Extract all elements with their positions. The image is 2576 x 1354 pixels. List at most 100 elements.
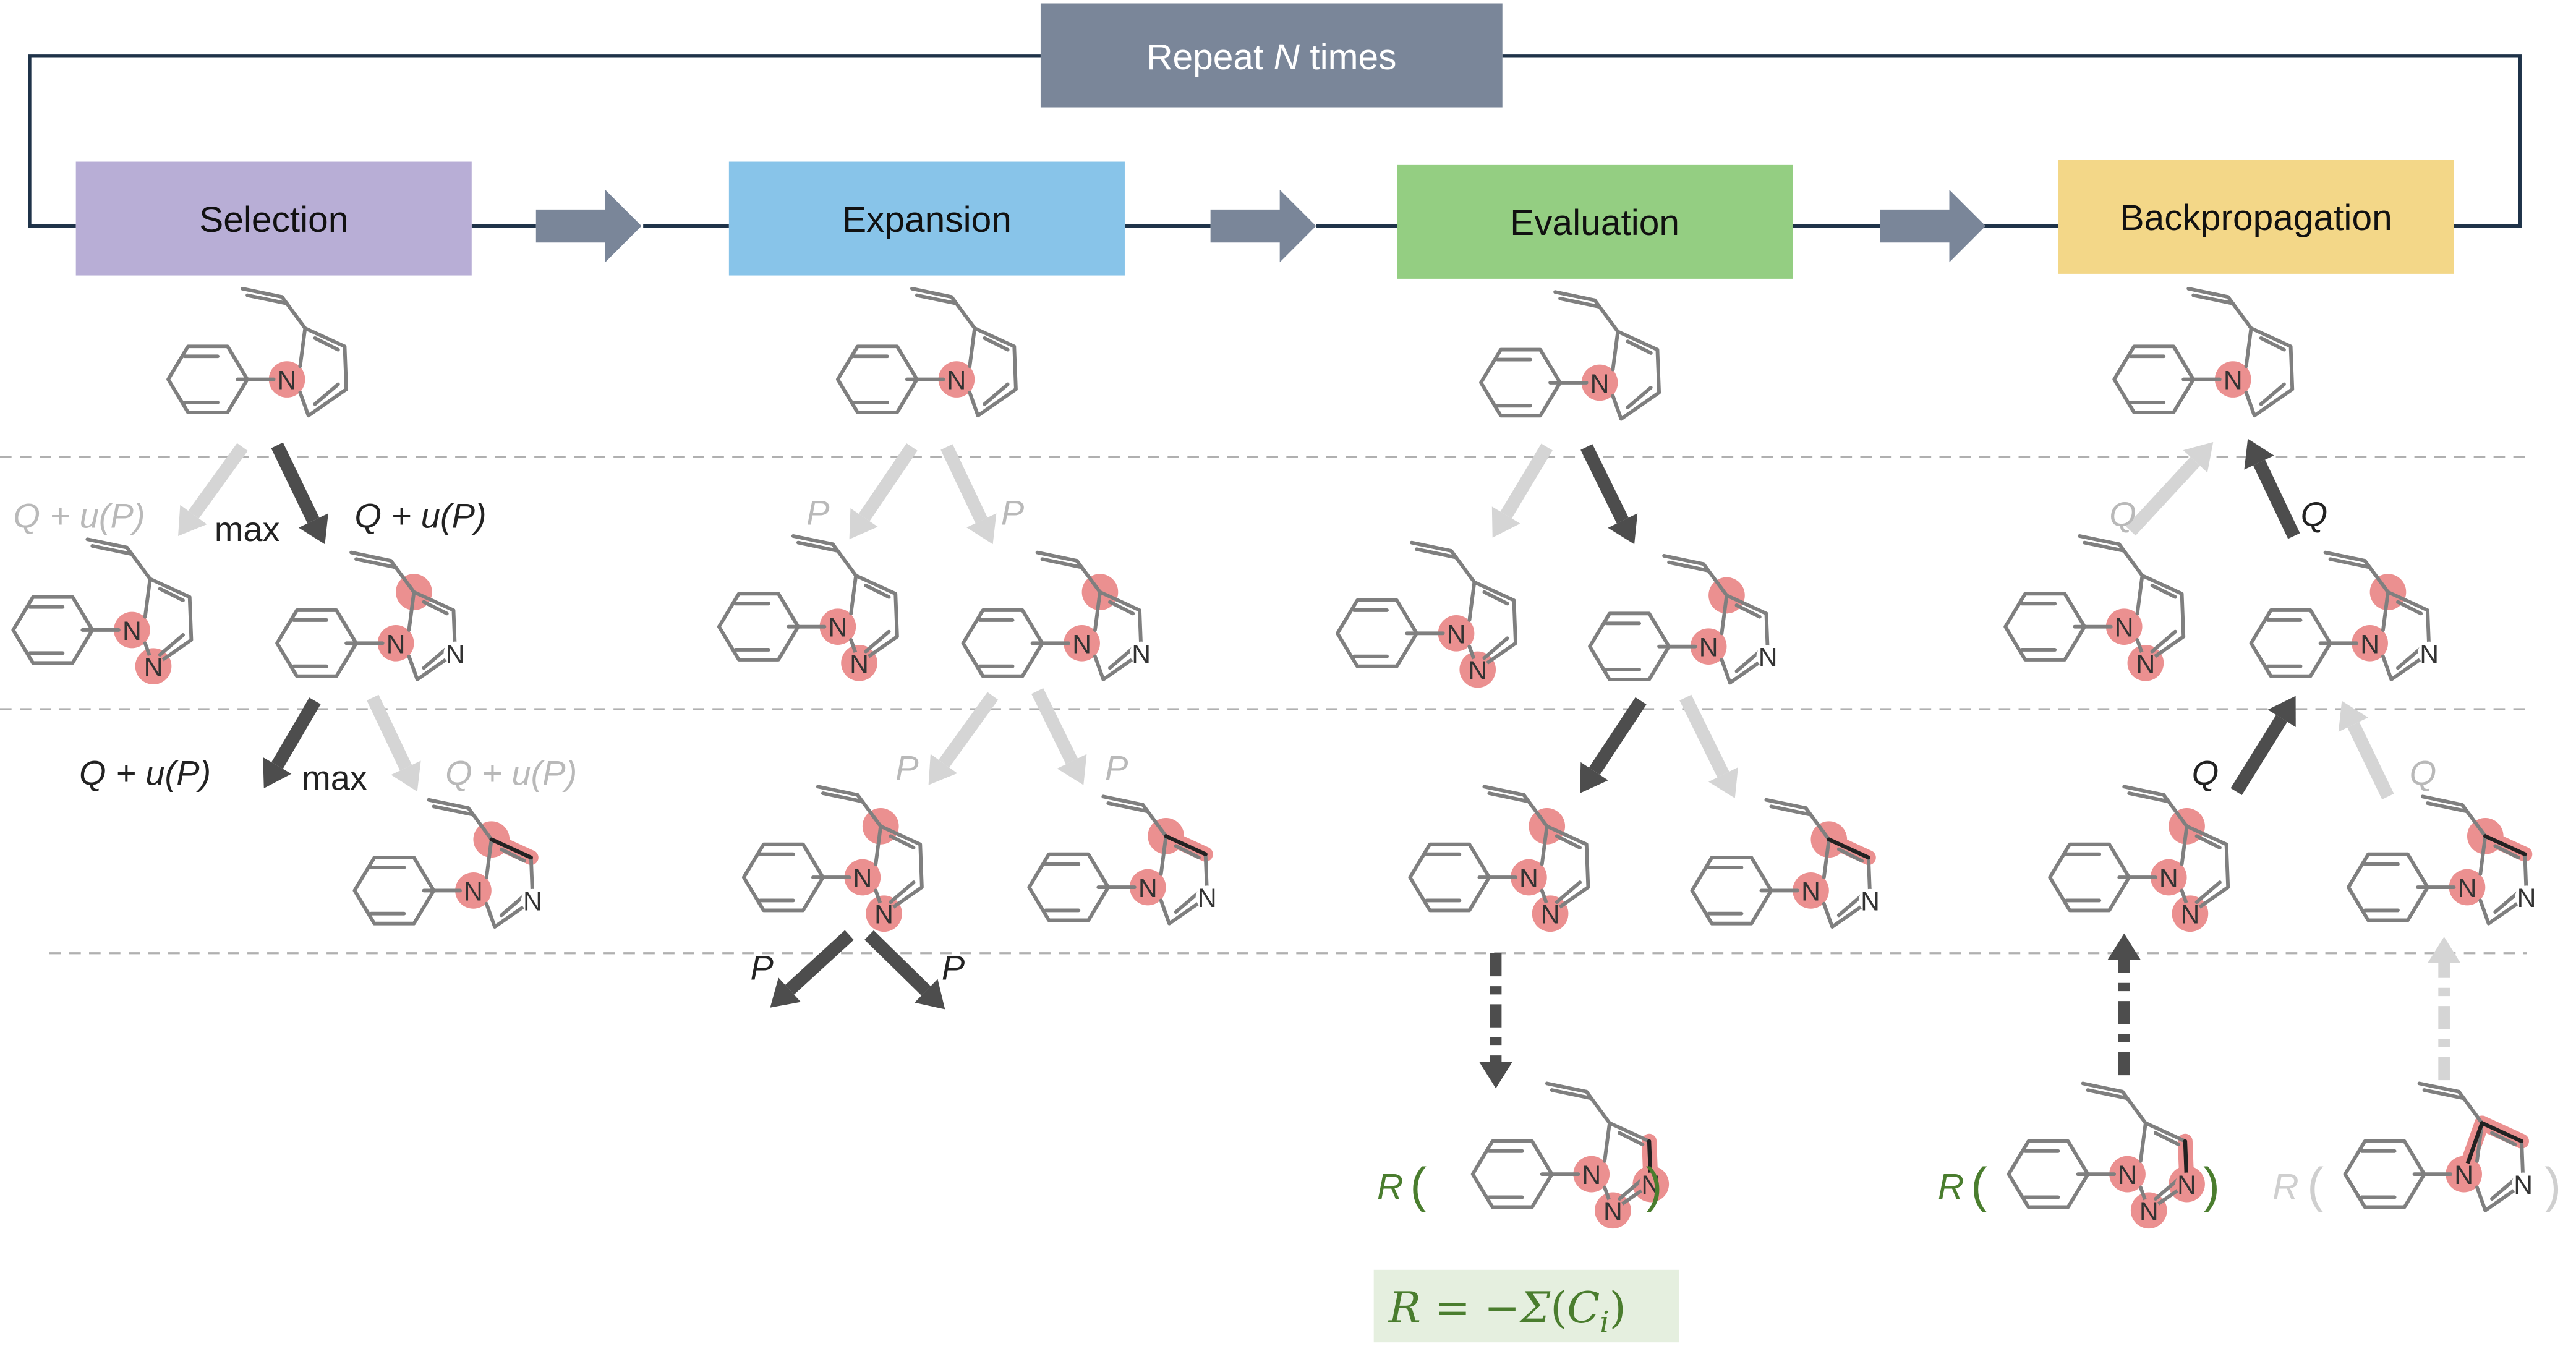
child-molecule-pyrazole: NN	[1337, 543, 1516, 688]
reward-r: R	[1938, 1167, 1964, 1207]
grandchild-molecule-a: NN	[2050, 786, 2228, 932]
stage-expansion: Expansion	[728, 161, 1125, 276]
reward-call-1: R()	[1377, 1157, 1662, 1212]
atom-label: N	[1468, 656, 1487, 686]
child-molecule-pyrazole: NN	[13, 539, 191, 685]
root-molecule: N	[1481, 292, 1659, 419]
atom-label: N	[1861, 887, 1880, 916]
repeat-suffix: times	[1300, 37, 1396, 77]
q-plus-u-label: Q + u(P)	[354, 496, 486, 535]
atom-label: N	[2177, 1170, 2196, 1200]
tree-arrow	[178, 443, 248, 536]
atom-label: N	[1590, 369, 1610, 399]
atom-label: N	[2159, 864, 2178, 893]
atom-label: N	[1132, 639, 1151, 669]
tree-arrow	[1491, 443, 1553, 538]
atom-label: N	[850, 649, 869, 679]
atom-label: N	[464, 877, 483, 906]
prior-label: P	[751, 948, 774, 987]
reward-molecule-1: N NN	[1473, 1083, 1670, 1229]
tree-arrow	[1580, 697, 1647, 794]
tree-arrow	[928, 692, 999, 785]
tree-arrow	[940, 444, 997, 545]
atom-label: N	[1699, 633, 1718, 663]
atom-label: N	[2115, 613, 2134, 643]
atom-label: N	[523, 887, 542, 916]
flow-arrow	[535, 189, 642, 263]
root-molecule: N	[2114, 289, 2292, 415]
reward-close-paren: )	[1646, 1157, 1663, 1212]
tree-arrow	[1580, 444, 1638, 545]
q-label: Q	[2109, 495, 2136, 534]
prior-label: P	[895, 749, 918, 788]
atom-label: N	[1801, 877, 1820, 906]
stage-label: Evaluation	[1510, 203, 1679, 243]
reward-call-2: R()	[1938, 1157, 2220, 1212]
repeat-prefix: Repeat	[1146, 37, 1273, 77]
atom-label: N	[2180, 900, 2199, 930]
stage-label: Expansion	[842, 200, 1012, 240]
reward-r: R	[1377, 1167, 1403, 1207]
rollout-arrow	[2107, 933, 2141, 1076]
q-plus-u-label: Q + u(P)	[445, 754, 577, 793]
stage-backpropagation: Backpropagation	[2058, 160, 2454, 274]
atom-label: N	[1447, 620, 1466, 649]
formula-text: R = −Σ(Ci)	[1388, 1284, 1626, 1340]
atom-label: N	[828, 613, 847, 643]
rollout-arrow	[2427, 937, 2461, 1081]
atom-label: N	[1759, 643, 1778, 673]
atom-label: N	[2420, 639, 2439, 669]
tree-arrow	[864, 930, 945, 1010]
atom-label: N	[2139, 1197, 2159, 1227]
reward-close-paren: )	[2544, 1157, 2561, 1212]
atom-label: N	[2360, 629, 2379, 659]
atom-label: N	[122, 616, 142, 646]
tree-arrow	[1031, 688, 1087, 785]
grandchild-molecule-a: NN	[744, 786, 922, 932]
max-label: max	[302, 759, 367, 798]
atom-label: N	[853, 864, 872, 893]
tree-arrow	[2244, 438, 2300, 539]
stage-box	[2058, 160, 2454, 274]
repeat-n: N	[1274, 37, 1300, 77]
repeat-loop-right	[1502, 54, 2522, 228]
max-label: max	[215, 509, 280, 548]
tree-arrow	[770, 930, 854, 1008]
atom-label: N	[1641, 1170, 1660, 1200]
reward-r: R	[2272, 1167, 2298, 1207]
reward-close-paren: )	[2203, 1157, 2220, 1212]
formula-box	[1373, 1269, 1679, 1343]
stage-box	[728, 161, 1125, 276]
atom-label: N	[2136, 649, 2155, 679]
atom-label: N	[1519, 864, 1538, 893]
tree-arrow	[263, 697, 321, 789]
repeat-label: Repeat N times	[1146, 37, 1396, 77]
atom-label: N	[2224, 366, 2243, 396]
reward-molecule-2: N NN	[2009, 1083, 2205, 1229]
atom-label: N	[2458, 874, 2477, 903]
repeat-box: Repeat N times	[1040, 3, 1503, 108]
prior-label: P	[942, 948, 965, 987]
tree-arrow	[2338, 700, 2394, 800]
q-label: Q	[2410, 754, 2437, 793]
grandchild-molecule-a: NN	[1410, 786, 1588, 932]
stage-label: Backpropagation	[2120, 198, 2392, 238]
atom-label: N	[1541, 900, 1560, 930]
q-label: Q	[2192, 754, 2219, 793]
stage-evaluation: Evaluation	[1397, 164, 1793, 279]
root-molecule: N	[838, 289, 1016, 415]
q-plus-u-label: Q + u(P)	[13, 496, 145, 535]
child-molecule-pyrazole: NN	[719, 536, 897, 681]
root-molecule: N	[168, 289, 346, 415]
atom-label: N	[874, 900, 893, 930]
prior-label: P	[806, 493, 829, 532]
tree-arrow	[271, 442, 328, 545]
